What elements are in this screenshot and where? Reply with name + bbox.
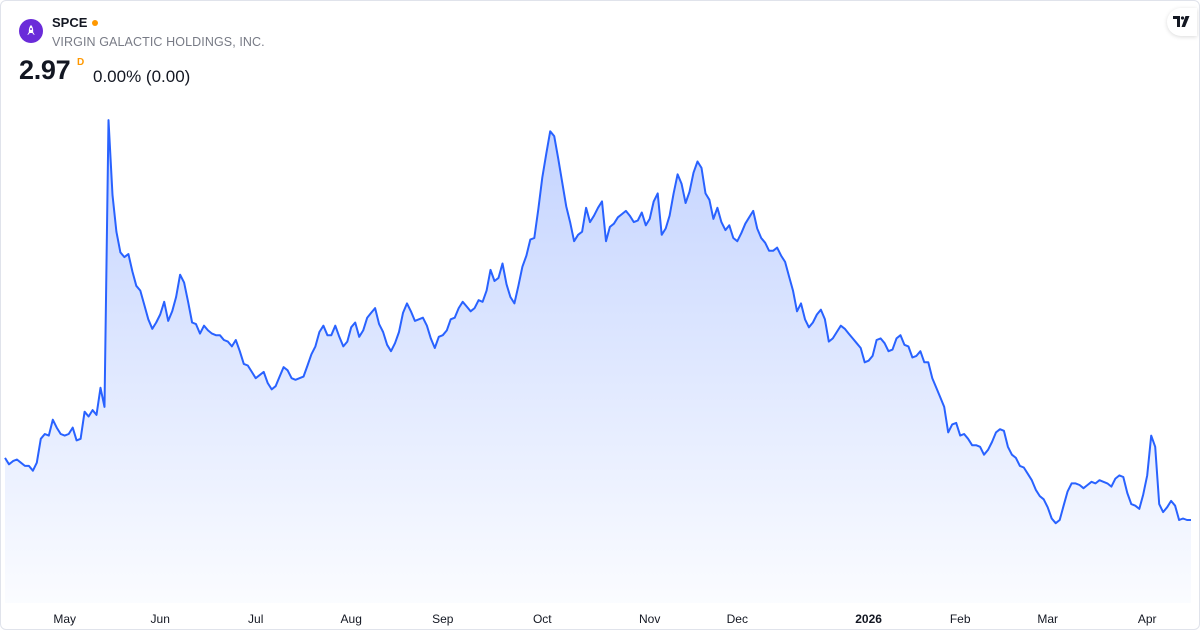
tradingview-logo[interactable] — [1167, 8, 1197, 36]
tradingview-icon — [1173, 16, 1190, 27]
price-row: 2.97 D 0.00% (0.00) — [19, 55, 190, 86]
company-logo[interactable] — [19, 19, 43, 43]
company-name: VIRGIN GALACTIC HOLDINGS, INC. — [52, 35, 265, 49]
x-tick-label: Feb — [950, 612, 971, 626]
market-status-dot — [92, 19, 99, 26]
series-area — [5, 120, 1191, 603]
x-tick-label: Mar — [1037, 612, 1058, 626]
price-area — [5, 120, 1191, 603]
x-tick-label: Jun — [151, 612, 170, 626]
x-tick-label: Jul — [248, 612, 263, 626]
x-tick-label: Apr — [1138, 612, 1157, 626]
series-line — [4, 119, 1191, 525]
x-tick-label: Aug — [341, 612, 362, 626]
x-axis: May Jun Jul Aug Sep Oct Nov Dec 2026 Feb Mar Apr — [53, 612, 1156, 626]
x-tick-label: Dec — [727, 612, 748, 626]
interval-marker: D — [77, 57, 85, 68]
price-change: 0.00% (0.00) — [93, 67, 191, 86]
last-price: 2.97 — [19, 55, 71, 85]
x-tick-label: 2026 — [855, 612, 882, 626]
x-tick-label: Oct — [533, 612, 552, 626]
price-line — [4, 119, 1191, 525]
x-tick-label: Nov — [639, 612, 660, 626]
x-tick-label: Sep — [432, 612, 454, 626]
rocket-icon — [27, 25, 35, 35]
ticker-symbol[interactable]: SPCE — [52, 15, 88, 30]
x-tick-label: May — [53, 612, 76, 626]
ticker-row: SPCE — [52, 15, 99, 30]
